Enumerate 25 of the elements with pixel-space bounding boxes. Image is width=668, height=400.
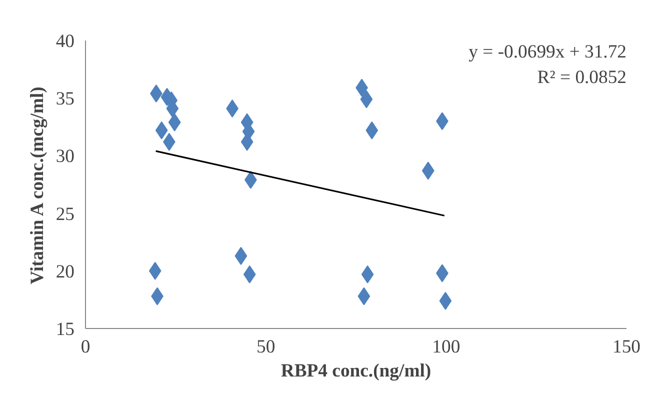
annotation: y = -0.0699x + 31.72 bbox=[468, 42, 627, 63]
x-axis-title: RBP4 conc.(ng/ml) bbox=[280, 360, 432, 382]
y-tick-label: 15 bbox=[56, 319, 74, 340]
point bbox=[243, 265, 256, 284]
x-tick-label: 150 bbox=[612, 336, 640, 358]
x-tick-label: 100 bbox=[432, 336, 460, 358]
y-tick-label: 20 bbox=[56, 261, 74, 282]
point bbox=[360, 90, 373, 108]
point bbox=[361, 265, 374, 284]
x-tick-label: 0 bbox=[80, 336, 90, 358]
point bbox=[422, 162, 434, 180]
y-tick-label: 40 bbox=[56, 31, 74, 52]
point bbox=[155, 121, 168, 140]
point bbox=[366, 121, 378, 140]
y-tick-label: 35 bbox=[56, 88, 74, 110]
point bbox=[168, 113, 181, 132]
y-tick-label: 30 bbox=[56, 146, 74, 168]
x-tick-label: 50 bbox=[256, 336, 276, 358]
y-tick-label: 25 bbox=[56, 204, 74, 225]
point bbox=[358, 287, 370, 306]
y-axis-title: Vitamin A conc.(mcg/ml) bbox=[26, 86, 48, 284]
annotation: R² = 0.0852 bbox=[537, 66, 627, 88]
point bbox=[439, 292, 452, 310]
point bbox=[148, 262, 162, 280]
point bbox=[234, 246, 248, 265]
